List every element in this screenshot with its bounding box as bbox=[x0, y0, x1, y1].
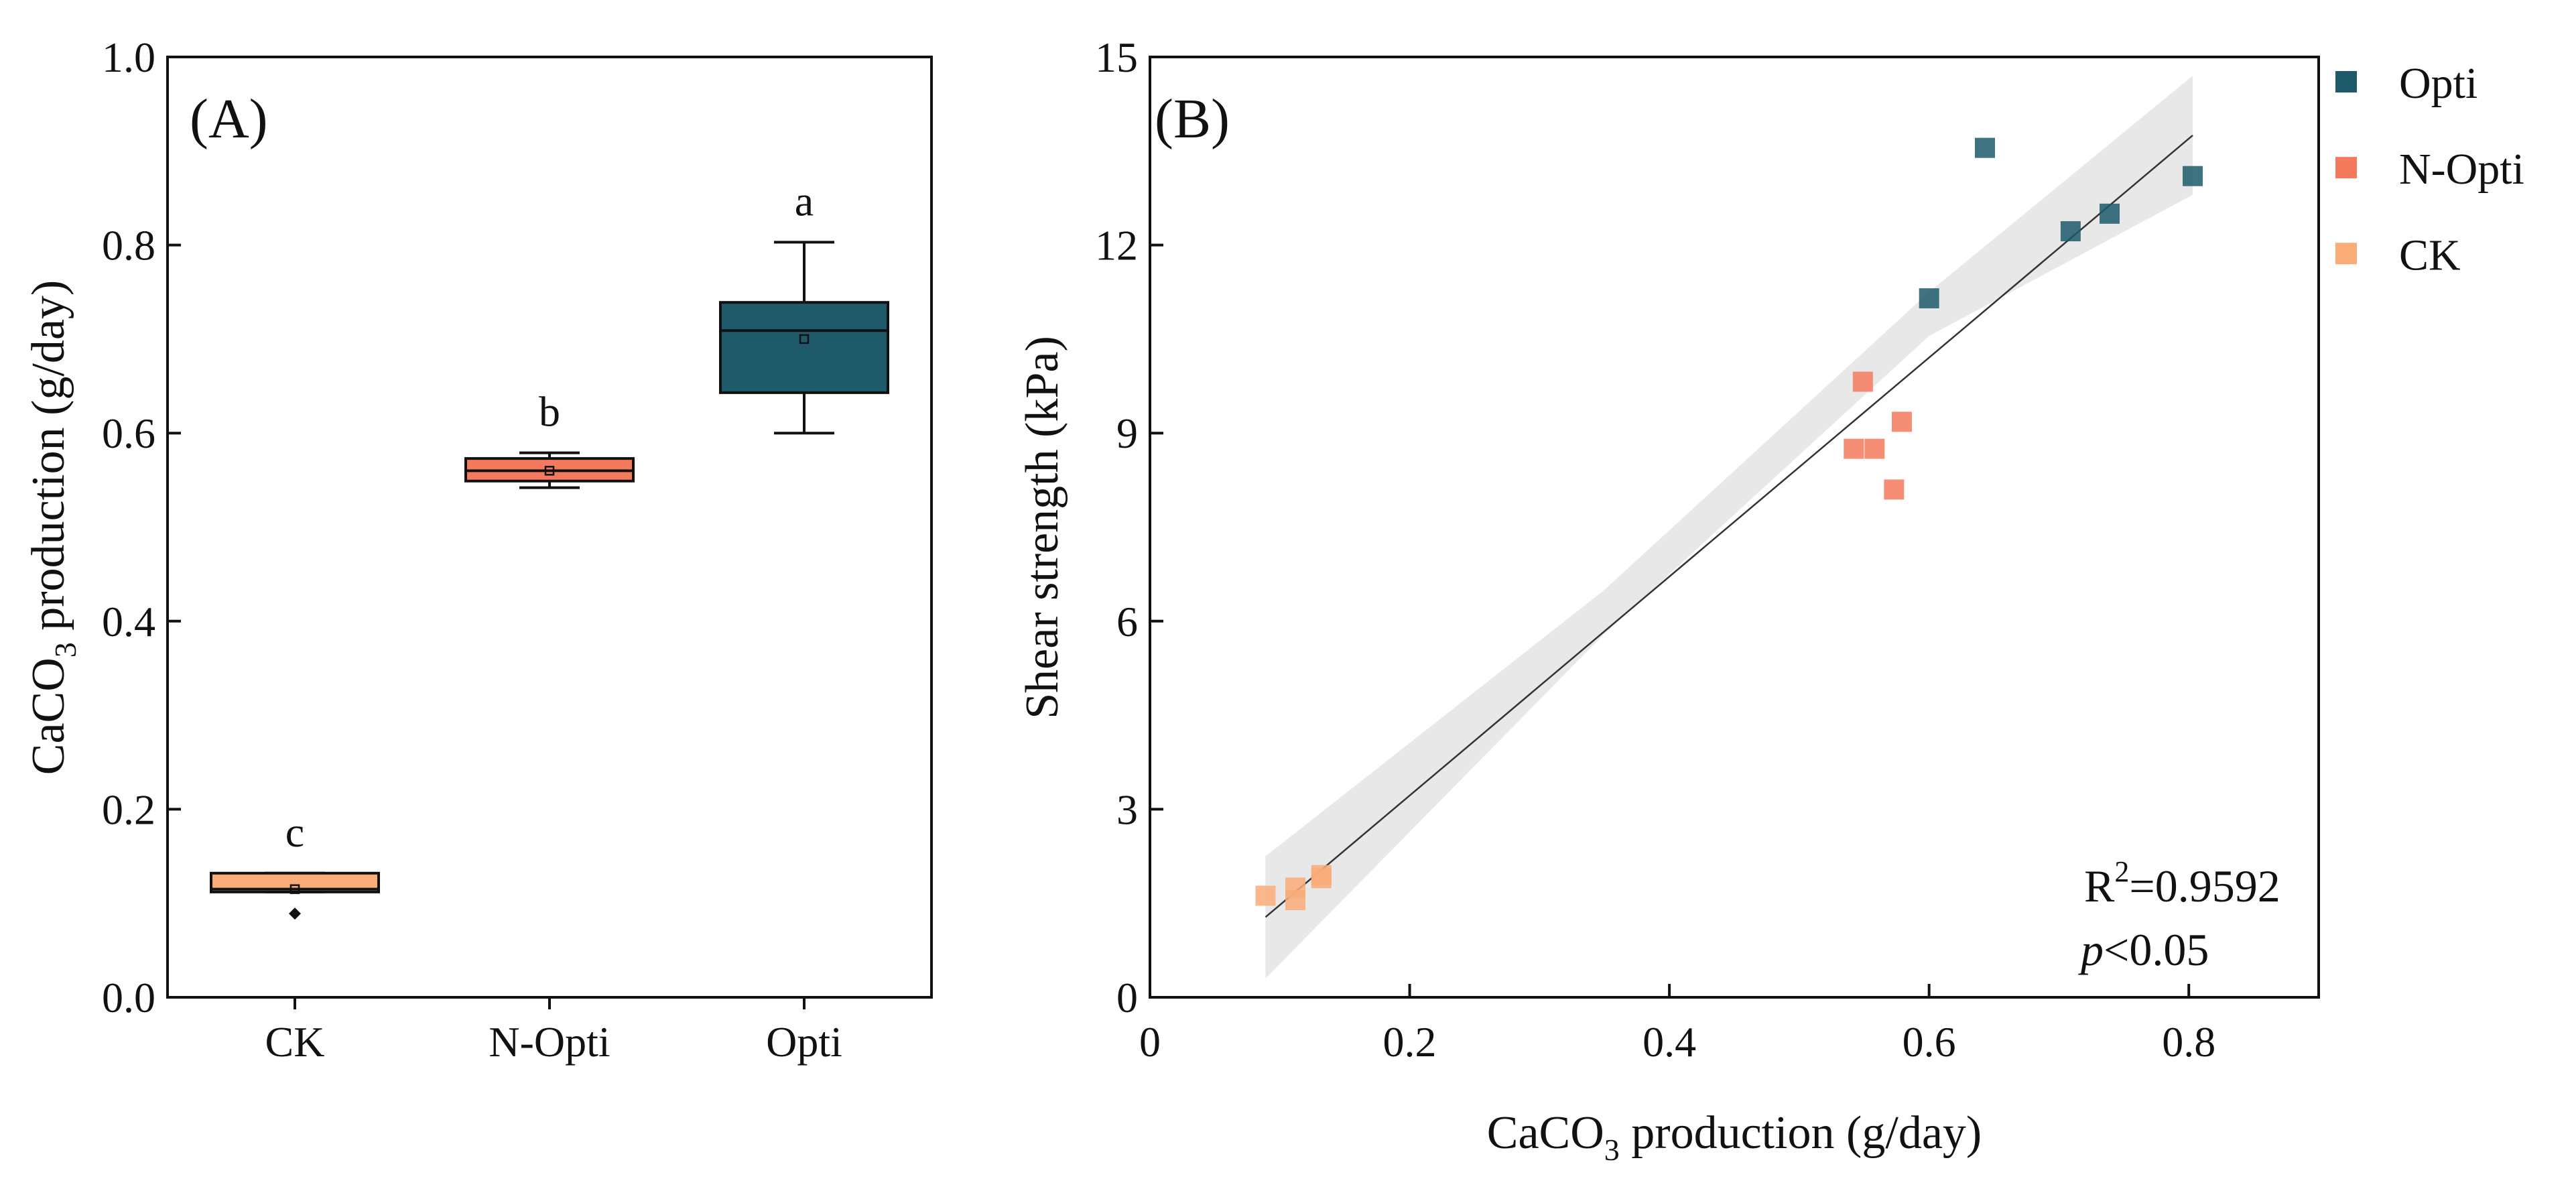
mean-marker bbox=[799, 334, 810, 344]
panel-b-confidence-band bbox=[1265, 76, 2193, 979]
x-tick-label: N-Opti bbox=[489, 1018, 610, 1066]
outlier-point bbox=[289, 907, 301, 920]
y-tick-label: 12 bbox=[1095, 222, 1138, 269]
y-tick-label: 6 bbox=[1116, 598, 1138, 645]
regression-line bbox=[1265, 134, 2193, 918]
data-point-n-opti bbox=[1884, 479, 1905, 500]
x-tick-label: 0.6 bbox=[1903, 1018, 1956, 1066]
panel-b-label: (B) bbox=[1155, 88, 1230, 150]
confidence-band bbox=[1265, 76, 2193, 979]
data-point-opti bbox=[1974, 137, 1995, 158]
panel-b-y-ticks: 0 3 6 9 12 15 bbox=[1095, 34, 1163, 1021]
panel-b-fit-line bbox=[1265, 134, 2193, 918]
data-point-ck bbox=[1285, 890, 1306, 911]
significance-letter: b bbox=[539, 388, 560, 436]
p-value-annotation: p<0.05 bbox=[2078, 924, 2209, 975]
legend-swatch-n-opti bbox=[2335, 157, 2357, 179]
x-tick-label: 0.2 bbox=[1383, 1018, 1437, 1066]
legend: Opti N-Opti CK bbox=[2335, 59, 2524, 279]
x-tick-label: 0.8 bbox=[2162, 1018, 2215, 1066]
data-point-ck bbox=[1255, 885, 1276, 906]
data-point-opti bbox=[2183, 166, 2203, 186]
mean-marker bbox=[289, 884, 300, 894]
y-tick-label: 15 bbox=[1095, 34, 1138, 81]
panel-a-label: (A) bbox=[190, 88, 268, 150]
panel-a-frame bbox=[166, 56, 933, 999]
y-tick-label: 1.0 bbox=[102, 34, 155, 81]
y-tick-label: 9 bbox=[1116, 410, 1138, 457]
y-tick-label: 0.4 bbox=[102, 598, 155, 645]
panel-a-boxplot: 0.00.20.40.60.81.0 CK N-Opti Opti cba (A) … bbox=[23, 34, 933, 1066]
r-squared-annotation: R2=0.9592 bbox=[2084, 855, 2280, 912]
data-point-opti bbox=[2100, 203, 2120, 224]
data-point-n-opti bbox=[1852, 371, 1873, 392]
y-tick-label: 0.0 bbox=[102, 974, 155, 1021]
panel-b-x-axis-label: CaCO3 production (g/day) bbox=[1487, 1107, 1982, 1167]
data-point-opti bbox=[2060, 221, 2081, 242]
x-tick-label: CK bbox=[265, 1018, 325, 1066]
panel-a-y-axis-label: CaCO3 production (g/day) bbox=[23, 280, 82, 775]
y-tick-label: 0.8 bbox=[102, 222, 155, 269]
data-point-n-opti bbox=[1864, 438, 1885, 459]
panel-a-y-ticks: 0.0 0.2 0.4 0.6 0.8 1.0 bbox=[102, 34, 181, 1021]
legend-label-opti: Opti bbox=[2399, 59, 2477, 108]
panel-b-y-axis-label: Shear strength (kPa) bbox=[1017, 336, 1068, 719]
data-point-opti bbox=[1919, 288, 1939, 309]
mean-marker bbox=[544, 466, 555, 476]
y-tick-label: 0.6 bbox=[102, 410, 155, 457]
legend-swatch-ck bbox=[2335, 243, 2357, 265]
panel-b-frame bbox=[1149, 56, 2320, 999]
legend-swatch-opti bbox=[2335, 71, 2357, 92]
legend-label-n-opti: N-Opti bbox=[2399, 145, 2524, 194]
data-point-n-opti bbox=[1844, 438, 1864, 459]
data-point-ck bbox=[1311, 865, 1332, 885]
x-tick-label: 0.4 bbox=[1643, 1018, 1696, 1066]
y-tick-label: 0 bbox=[1116, 974, 1138, 1021]
y-tick-label: 0.2 bbox=[102, 786, 155, 833]
panel-a-boxes: c b a bbox=[210, 177, 889, 920]
panel-b-scatter: 0 3 6 9 12 15 0 0.2 0.4 0.6 0.8 (B) Shear strengt… bbox=[1017, 34, 2524, 1167]
box-opti bbox=[719, 301, 889, 394]
panel-b-points bbox=[1255, 137, 2203, 911]
panel-a-x-ticks: CK N-Opti Opti bbox=[265, 997, 842, 1066]
x-tick-label: 0 bbox=[1139, 1018, 1161, 1066]
y-tick-label: 3 bbox=[1116, 786, 1138, 833]
legend-label-ck: CK bbox=[2399, 231, 2461, 279]
significance-letter: a bbox=[795, 177, 814, 225]
significance-letter: c bbox=[285, 808, 304, 856]
x-tick-label: Opti bbox=[766, 1018, 842, 1066]
data-point-n-opti bbox=[1891, 412, 1912, 432]
panel-b-x-ticks: 0 0.2 0.4 0.6 0.8 bbox=[1139, 984, 2215, 1066]
